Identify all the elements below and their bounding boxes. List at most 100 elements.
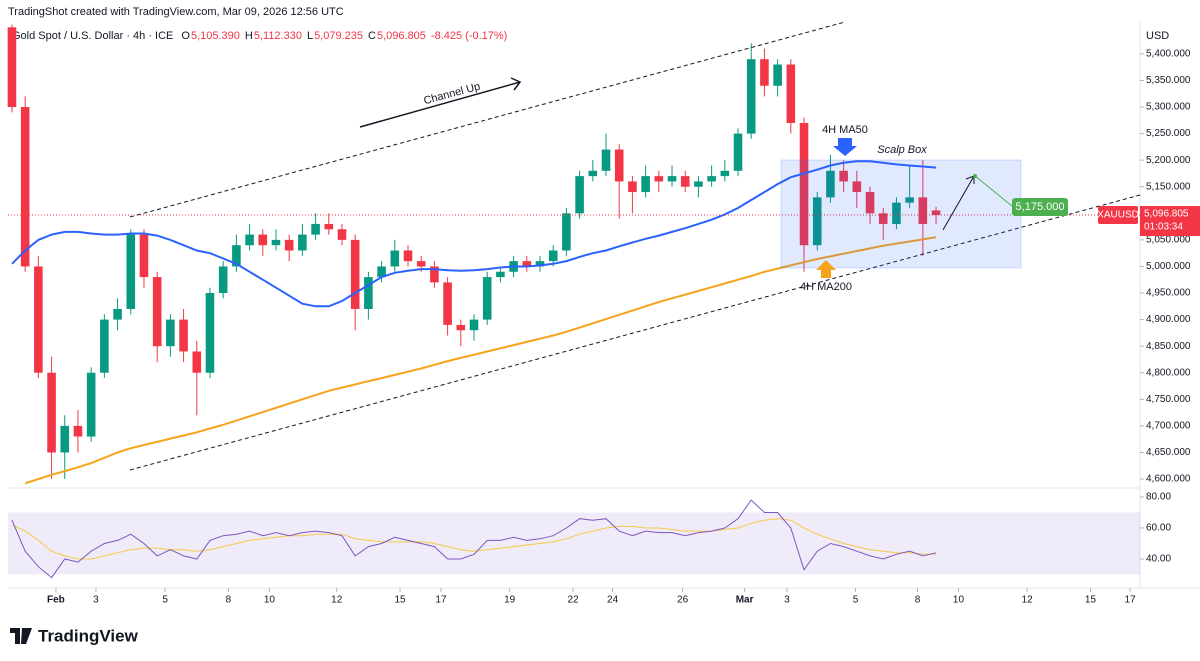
- candle-body: [192, 351, 202, 373]
- plot: [7, 24, 1140, 579]
- candle-body: [377, 266, 386, 278]
- y-tick-label: 4,700.000: [1146, 421, 1191, 432]
- candle-body: [152, 277, 162, 347]
- y-tick-label: 5,300.000: [1146, 102, 1191, 113]
- candle-body: [100, 319, 109, 373]
- candle-body: [337, 229, 347, 240]
- y-tick-label: 4,600.000: [1146, 474, 1191, 485]
- candle-body: [522, 261, 532, 267]
- candle-body: [562, 213, 571, 251]
- x-tick-label: 24: [607, 595, 619, 606]
- candle-body: [456, 324, 466, 331]
- candle-body: [918, 197, 928, 224]
- candle-body: [839, 170, 848, 182]
- candle-body: [113, 308, 122, 320]
- candle-body: [271, 239, 281, 246]
- drawings: Channel Up Scalp Box 4H MA50 4H MA200 5,…: [129, 21, 1141, 471]
- y-tick-label: 5,050.000: [1146, 235, 1191, 246]
- x-tick-label: 12: [1022, 595, 1034, 606]
- target-label: 5,175.000: [1016, 201, 1065, 213]
- candle-body: [931, 210, 941, 216]
- ma200-label: 4H MA200: [800, 281, 852, 293]
- currency: USD: [1146, 30, 1169, 42]
- candle-body: [298, 234, 307, 251]
- candle-body: [680, 176, 690, 187]
- candle-body: [865, 192, 875, 214]
- candle-body: [496, 271, 505, 278]
- candle-body: [443, 282, 452, 325]
- candle-body: [284, 239, 294, 251]
- candle-body: [86, 372, 96, 437]
- candle-body: [575, 176, 584, 214]
- x-tick-label: 17: [1125, 595, 1137, 606]
- y-tick-label: 5,000.000: [1146, 261, 1191, 272]
- candle-body: [482, 277, 492, 320]
- x-tick-label: 3: [784, 595, 790, 606]
- candle-body: [20, 107, 30, 267]
- candle-body: [760, 59, 769, 86]
- candle-body: [746, 59, 756, 134]
- candle-body: [641, 176, 650, 193]
- rsi-band: [8, 512, 1140, 575]
- candle-body: [7, 27, 17, 108]
- x-tick-label: 5: [162, 595, 168, 606]
- x-tick-label: 17: [435, 595, 447, 606]
- candle-body: [60, 425, 70, 453]
- target-box: [1012, 198, 1068, 216]
- candle-body: [47, 372, 56, 453]
- rsi-signal-line: [11, 518, 936, 560]
- candle-body: [707, 176, 716, 182]
- candle-body: [786, 64, 796, 123]
- candle-body: [364, 277, 373, 309]
- x-tick-label: 8: [226, 595, 232, 606]
- candle-body: [324, 223, 334, 230]
- change: -8.425 (-0.17%): [431, 30, 507, 42]
- ohlc-letter: H: [245, 30, 253, 42]
- candle-body: [826, 170, 835, 198]
- candle-body: [403, 250, 413, 262]
- candle-body: [535, 261, 545, 267]
- y-tick-label: 5,200.000: [1146, 155, 1191, 166]
- candle-body: [430, 266, 439, 283]
- ohlc-value: 5,096.805: [377, 30, 426, 42]
- x-tick-label: 12: [331, 595, 343, 606]
- ma-line: [24, 236, 937, 485]
- candle-body: [799, 122, 809, 246]
- y-tick-label: 5,250.000: [1146, 128, 1191, 139]
- target-line: [974, 175, 1013, 207]
- symbol: Gold Spot / U.S. Dollar · 4h · ICE: [12, 30, 173, 42]
- candle-body: [852, 181, 862, 193]
- ohlc-letter: O: [181, 30, 190, 42]
- ma-line: [11, 160, 937, 308]
- candle-body: [139, 234, 149, 278]
- candle-body: [166, 319, 175, 347]
- y-tick-label: 4,950.000: [1146, 288, 1191, 299]
- candle-body: [390, 250, 400, 267]
- candle-body: [179, 319, 188, 352]
- channel-upper: [129, 21, 846, 218]
- candle-body: [694, 181, 703, 187]
- brand-logo: [10, 628, 32, 644]
- y-tick-label: 4,900.000: [1146, 314, 1191, 325]
- x-tick-label: 10: [953, 595, 965, 606]
- y-tick-label: 4,650.000: [1146, 447, 1191, 458]
- x-tick-label: 5: [853, 595, 859, 606]
- candle-body: [628, 181, 637, 193]
- candle-body: [905, 197, 914, 203]
- candle-body: [601, 149, 611, 171]
- projection-arrow: [942, 175, 975, 231]
- ma50-label: 4H MA50: [822, 124, 868, 136]
- rsi-tick-label: 40.00: [1146, 554, 1171, 565]
- x-tick-label: 19: [504, 595, 516, 606]
- candle-body: [588, 170, 598, 177]
- ohlc-value: 5,112.330: [254, 30, 302, 42]
- candle-body: [34, 266, 43, 373]
- candle-body: [232, 245, 241, 267]
- candle-body: [812, 197, 822, 246]
- y-tick-label: 5,400.000: [1146, 49, 1191, 60]
- last-price-box: [1140, 206, 1200, 237]
- x-tick-label: 22: [567, 595, 579, 606]
- ticker-box: [1098, 206, 1138, 225]
- x-tick-label: Feb: [47, 595, 65, 606]
- x-tick-label: 26: [677, 595, 689, 606]
